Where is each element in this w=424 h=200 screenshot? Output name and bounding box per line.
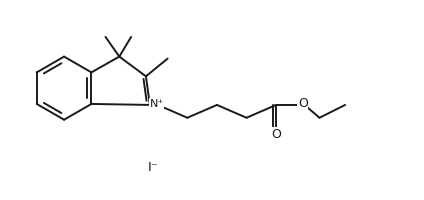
Text: O: O	[298, 97, 308, 110]
Text: O: O	[271, 128, 281, 141]
Text: N⁺: N⁺	[150, 99, 164, 109]
Text: I⁻: I⁻	[148, 161, 158, 174]
